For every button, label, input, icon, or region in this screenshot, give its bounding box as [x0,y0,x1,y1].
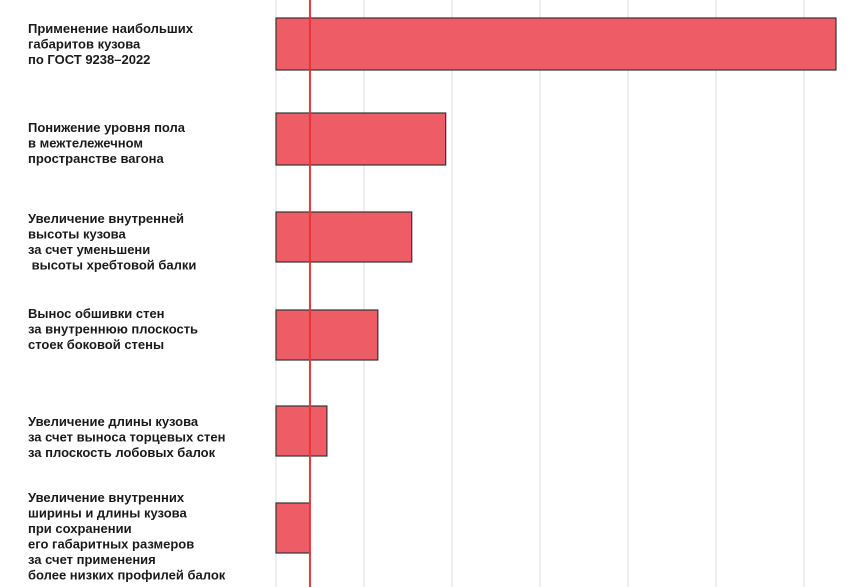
category-label-1: Понижение уровня пола в межтележечном прос… [28,120,186,166]
bar-3 [275,309,379,361]
grid-lines [275,0,805,587]
category-label-3: Вынос обшивки стен за внутреннюю плоскост… [28,306,198,352]
bar-2 [275,211,413,263]
category-labels: Применение наибольших габаритов кузова по … [28,21,226,583]
category-label-5: Увеличение внутренних ширины и длины кузо… [28,490,226,583]
bar-5 [275,502,311,554]
bar-4 [275,405,328,457]
bar-0 [275,17,837,71]
category-label-0: Применение наибольших габаритов кузова по … [28,21,194,67]
bar-1 [275,112,447,166]
category-label-2: Увеличение внутренней высоты кузова за сче… [28,211,196,273]
category-label-4: Увеличение длины кузова за счет выноса то… [28,414,225,460]
bars [275,17,837,554]
